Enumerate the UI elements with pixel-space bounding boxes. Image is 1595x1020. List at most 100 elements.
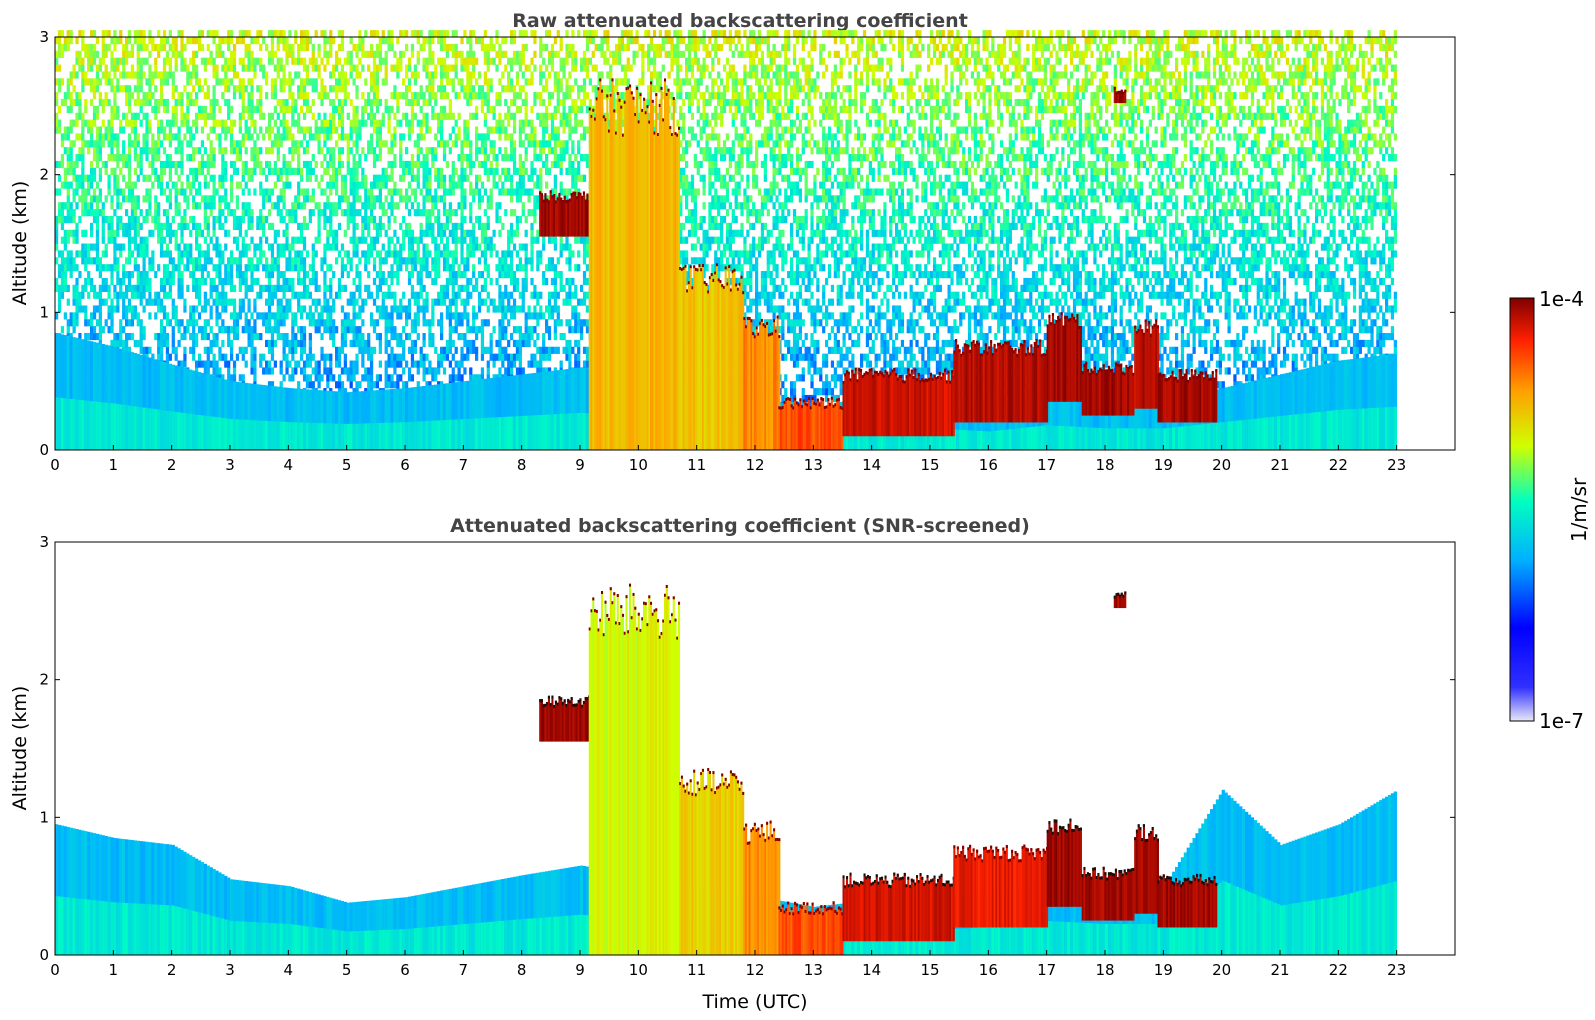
noise-cell bbox=[165, 312, 170, 320]
noise-cell bbox=[133, 181, 137, 189]
noise-cell bbox=[352, 339, 356, 348]
noise-cell bbox=[434, 202, 438, 210]
noise-cell bbox=[416, 140, 420, 148]
noise-cell bbox=[186, 37, 190, 45]
noise-cell bbox=[378, 126, 382, 134]
noise-cell bbox=[84, 229, 88, 237]
noise-cell bbox=[343, 353, 347, 361]
noise-cell bbox=[469, 236, 473, 244]
noise-cell bbox=[267, 312, 272, 320]
noise-cell bbox=[262, 64, 266, 72]
noise-cell bbox=[282, 374, 286, 382]
noise-cell bbox=[311, 167, 315, 175]
noise-cell bbox=[212, 284, 216, 292]
noise-cell bbox=[469, 367, 473, 375]
noise-cell bbox=[195, 319, 199, 327]
noise-cell bbox=[265, 147, 269, 155]
noise-cell bbox=[317, 112, 321, 120]
noise-cell bbox=[168, 202, 172, 210]
noise-cell bbox=[113, 167, 117, 175]
noise-cell bbox=[364, 119, 368, 127]
noise-cell bbox=[335, 360, 339, 368]
noise-cell bbox=[378, 250, 382, 258]
noise-cell bbox=[160, 332, 164, 341]
noise-cell bbox=[180, 64, 184, 72]
noise-cell bbox=[463, 305, 467, 313]
noise-cell bbox=[384, 64, 388, 72]
noise-cell bbox=[305, 374, 310, 382]
noise-cell bbox=[133, 140, 137, 148]
noise-cell bbox=[168, 140, 172, 148]
noise-cell bbox=[276, 112, 280, 120]
noise-cell bbox=[168, 71, 172, 79]
noise-cell bbox=[90, 98, 94, 107]
noise-cell bbox=[457, 332, 461, 341]
noise-cell bbox=[311, 98, 315, 107]
noise-cell bbox=[165, 154, 170, 162]
noise-cell bbox=[92, 188, 97, 196]
noise-cell bbox=[250, 112, 254, 120]
noise-cell bbox=[180, 147, 184, 155]
noise-cell bbox=[472, 374, 476, 382]
noise-cell bbox=[483, 50, 487, 58]
noise-cell bbox=[352, 388, 356, 396]
noise-cell bbox=[396, 381, 400, 389]
noise-cell bbox=[259, 250, 263, 258]
noise-cell bbox=[133, 209, 137, 217]
noise-cell bbox=[428, 126, 432, 134]
noise-cell bbox=[69, 71, 73, 79]
noise-cell bbox=[302, 147, 307, 155]
noise-cell bbox=[276, 264, 280, 272]
noise-cell bbox=[302, 367, 307, 375]
noise-cell bbox=[250, 133, 254, 141]
noise-cell bbox=[232, 222, 237, 231]
noise-cell bbox=[221, 284, 225, 292]
noise-cell bbox=[463, 257, 467, 265]
noise-cell bbox=[168, 277, 172, 286]
noise-cell bbox=[396, 236, 400, 244]
noise-cell bbox=[116, 112, 120, 120]
noise-cell bbox=[69, 215, 73, 224]
noise-cell bbox=[410, 319, 415, 327]
noise-cell bbox=[177, 98, 181, 107]
noise-cell bbox=[317, 236, 321, 244]
noise-cell bbox=[87, 78, 91, 86]
noise-cell bbox=[320, 147, 324, 155]
noise-cell bbox=[475, 37, 479, 45]
noise-cell bbox=[273, 64, 277, 72]
noise-cell bbox=[410, 92, 415, 100]
noise-cell bbox=[451, 236, 455, 244]
noise-cell bbox=[317, 209, 321, 217]
noise-cell bbox=[451, 298, 455, 306]
noise-cell bbox=[142, 140, 146, 148]
noise-cell bbox=[410, 71, 415, 79]
noise-cell bbox=[110, 112, 114, 120]
noise-cell bbox=[454, 167, 458, 175]
noise-cell bbox=[314, 367, 318, 375]
noise-cell bbox=[151, 147, 155, 155]
noise-cell bbox=[125, 37, 129, 45]
noise-cell bbox=[285, 264, 289, 272]
noise-cell bbox=[244, 126, 248, 134]
noise-cell bbox=[361, 346, 365, 354]
noise-cell bbox=[78, 112, 82, 120]
noise-cell bbox=[265, 339, 269, 348]
noise-cell bbox=[72, 98, 76, 107]
noise-cell bbox=[320, 30, 324, 38]
noise-cell bbox=[215, 43, 219, 52]
noise-cell bbox=[460, 174, 464, 182]
noise-cell bbox=[302, 339, 307, 348]
noise-cell bbox=[375, 50, 380, 58]
noise-cell bbox=[405, 312, 409, 320]
noise-cell bbox=[349, 188, 353, 196]
noise-cell bbox=[431, 50, 435, 58]
noise-cell bbox=[378, 257, 382, 265]
noise-cell bbox=[232, 236, 237, 244]
noise-cell bbox=[320, 160, 324, 169]
noise-cell bbox=[381, 30, 385, 38]
noise-cell bbox=[57, 119, 62, 127]
noise-cell bbox=[393, 326, 397, 334]
noise-cell bbox=[192, 174, 196, 182]
noise-cell bbox=[227, 57, 231, 65]
noise-cell bbox=[241, 160, 245, 169]
